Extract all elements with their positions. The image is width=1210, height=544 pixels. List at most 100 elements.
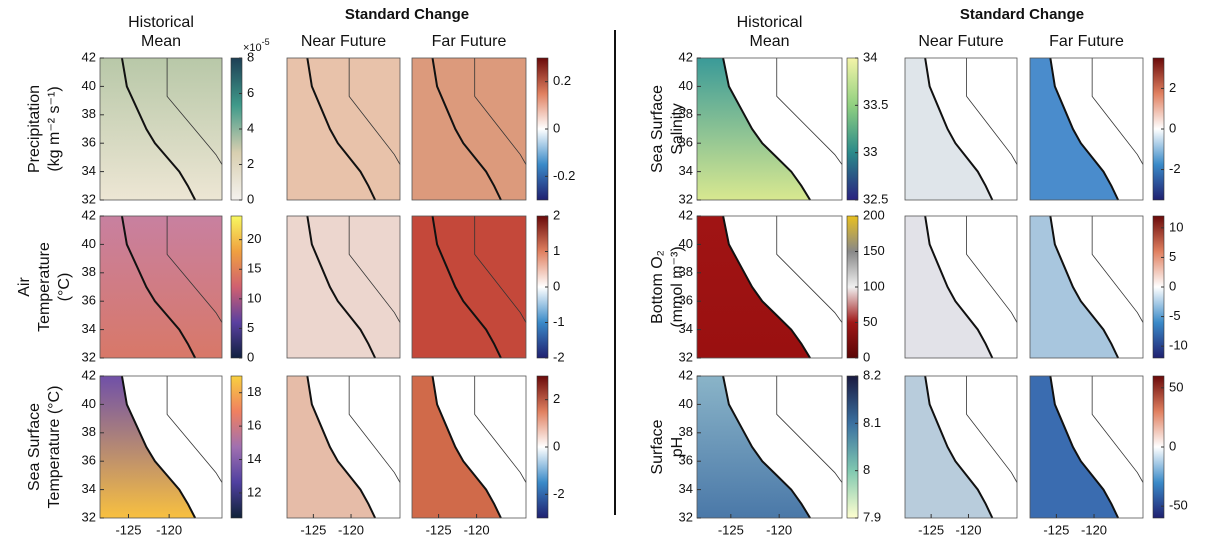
y-tick-label: 36	[82, 293, 96, 308]
colorbar-tick-label: 34	[863, 49, 877, 64]
colorbar-tick-label: 0	[1169, 278, 1176, 293]
colorbar-tick-label: 6	[247, 85, 254, 100]
land	[925, 216, 1017, 358]
y-tick-label: 38	[82, 424, 96, 439]
colorbar-tick-label: 0	[553, 278, 560, 293]
row-label: (mmol m⁻³)	[669, 246, 686, 327]
coastline	[1049, 57, 1120, 201]
colorbar-tick-label: 1	[553, 243, 560, 258]
y-tick-label: 40	[679, 78, 693, 93]
colorbar-tick-label: 0	[247, 191, 254, 206]
state-border	[966, 58, 1018, 165]
colorbar-tick-label: -2	[553, 349, 565, 364]
colorbar-tick-label: -50	[1169, 498, 1188, 513]
column-title: Mean	[749, 33, 789, 50]
colorbar-tick-label: -1	[553, 314, 565, 329]
y-tick-label: 42	[82, 49, 96, 64]
y-tick-label: 42	[82, 367, 96, 382]
colorbar-tick-label: 18	[247, 384, 261, 399]
map-frame	[696, 57, 843, 201]
state-border	[474, 58, 527, 165]
row-label: Surface	[649, 419, 666, 474]
colorbar-tick-label: 8	[247, 49, 254, 64]
coastline	[722, 215, 811, 359]
colorbar-tick-label: 32.5	[863, 191, 888, 206]
x-tick-label: -125	[115, 522, 141, 537]
column-title: Near Future	[918, 33, 1003, 50]
x-tick-label: -125	[718, 522, 744, 537]
state-border	[166, 58, 223, 165]
section-header: Standard Change	[345, 6, 469, 23]
map-frame	[1029, 215, 1144, 359]
x-tick-label: -125	[426, 522, 452, 537]
colorbar	[846, 375, 859, 519]
colorbar-tick-label: 0	[553, 120, 560, 135]
row-label: (kg m⁻² s⁻¹)	[46, 86, 63, 171]
map-field	[100, 58, 222, 200]
coastline	[306, 57, 377, 201]
coastline	[1049, 215, 1120, 359]
x-tick-label: -120	[464, 522, 490, 537]
section-header: Standard Change	[960, 6, 1084, 23]
coastline	[1049, 375, 1120, 519]
coastline	[924, 375, 994, 519]
map-field	[412, 58, 526, 200]
colorbar-tick-label: 7.9	[863, 509, 881, 524]
y-tick-label: 42	[82, 207, 96, 222]
y-tick-label: 42	[679, 49, 693, 64]
y-tick-label: 40	[82, 78, 96, 93]
state-border	[348, 216, 401, 323]
y-tick-label: 32	[679, 191, 693, 206]
map-frame	[286, 57, 401, 201]
x-tick-label: -120	[156, 522, 182, 537]
map-frame	[696, 215, 843, 359]
y-tick-label: 34	[82, 321, 96, 336]
land	[1050, 58, 1143, 200]
colorbar-tick-label: 2	[247, 156, 254, 171]
state-border	[966, 216, 1018, 323]
map-frame	[99, 57, 223, 201]
column-title: Historical	[128, 14, 194, 31]
colorbar-tick-label: 12	[247, 484, 261, 499]
y-tick-label: 32	[82, 349, 96, 364]
land	[432, 376, 526, 518]
colorbar-tick-label: 8	[863, 462, 870, 477]
x-tick-label: -120	[1081, 522, 1107, 537]
colorbar-tick-label: 33.5	[863, 97, 888, 112]
coastline	[431, 57, 502, 201]
coastline	[120, 57, 197, 201]
map-frame	[904, 375, 1018, 519]
colorbar-tick-label: 0.2	[553, 73, 571, 88]
colorbar-tick-label: 8.1	[863, 415, 881, 430]
x-tick-label: -120	[338, 522, 364, 537]
colorbar-tick-label: 4	[247, 120, 254, 135]
land	[121, 376, 222, 518]
column-title: Far Future	[432, 33, 507, 50]
y-tick-label: 38	[679, 424, 693, 439]
state-border	[474, 376, 527, 483]
multiplier: ×10	[243, 42, 262, 54]
land	[307, 376, 400, 518]
map-field	[287, 216, 400, 358]
state-border	[348, 58, 401, 165]
colorbar-tick-label: -2	[553, 486, 565, 501]
colorbar-tick-label: 2	[1169, 80, 1176, 95]
y-tick-label: 38	[679, 106, 693, 121]
colorbar-tick-label: 0	[247, 349, 254, 364]
exponent: -5	[262, 37, 270, 47]
map-field	[100, 216, 222, 358]
colorbar-tick-label: 50	[863, 314, 877, 329]
x-tick-label: -120	[955, 522, 981, 537]
colorbar-tick-label: 200	[863, 207, 885, 222]
column-title: Far Future	[1049, 33, 1124, 50]
y-tick-label: 32	[679, 349, 693, 364]
colorbar-tick-label: 10	[247, 290, 261, 305]
colorbar-tick-label: 50	[1169, 379, 1183, 394]
column-title: Mean	[141, 33, 181, 50]
colorbar-tick-label: 0	[1169, 438, 1176, 453]
map-frame	[904, 57, 1018, 201]
coastline	[924, 57, 994, 201]
colorbar-tick-label: 0	[863, 349, 870, 364]
colorbar-tick-label: -5	[1169, 308, 1181, 323]
column-title: Historical	[737, 14, 803, 31]
